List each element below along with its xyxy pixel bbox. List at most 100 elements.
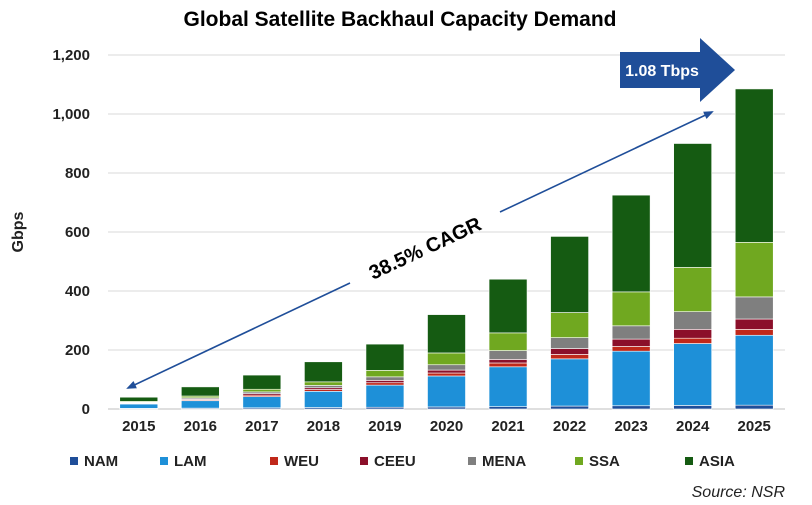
x-tick-label: 2016 bbox=[184, 418, 217, 435]
bar-segment-weu-2019 bbox=[365, 382, 405, 386]
bar-segment-lam-2020 bbox=[427, 375, 466, 408]
x-tick-label: 2021 bbox=[491, 418, 524, 435]
bar-segment-asia-2021 bbox=[488, 278, 528, 334]
legend-swatch bbox=[360, 457, 368, 465]
bar-segment-asia-2023 bbox=[611, 194, 651, 293]
legend-swatch bbox=[685, 457, 693, 465]
bar-segment-lam-2021 bbox=[488, 366, 528, 407]
cagr-arrow-line bbox=[499, 111, 714, 213]
bar-segment-ceeu-2020 bbox=[427, 369, 466, 374]
legend-item-ssa: SSA bbox=[575, 453, 620, 470]
bar-segment-asia-2018 bbox=[304, 361, 343, 383]
bar-segment-lam-2025 bbox=[734, 334, 774, 406]
bar-segment-mena-2025 bbox=[734, 296, 774, 320]
bar-segment-lam-2015 bbox=[119, 403, 159, 409]
bar-segment-mena-2020 bbox=[427, 364, 466, 371]
y-tick-label: 1,200 bbox=[52, 47, 90, 64]
legend-item-nam: NAM bbox=[70, 453, 118, 470]
bar-segment-ceeu-2019 bbox=[365, 380, 405, 384]
legend-label: CEEU bbox=[374, 453, 416, 470]
x-tick-label: 2015 bbox=[122, 418, 155, 435]
bar-segment-ssa-2025 bbox=[734, 242, 774, 298]
bar-segment-lam-2022 bbox=[550, 358, 589, 407]
bar-segment-nam-2025 bbox=[734, 404, 774, 410]
legend-label: NAM bbox=[84, 453, 118, 470]
x-tick-label: 2019 bbox=[368, 418, 401, 435]
callout-label: 1.08 Tbps bbox=[625, 63, 699, 80]
bar-segment-nam-2022 bbox=[550, 405, 589, 410]
bar-segment-ceeu-2024 bbox=[673, 329, 712, 339]
bar-segment-lam-2018 bbox=[304, 390, 343, 408]
legend-swatch bbox=[160, 457, 168, 465]
x-axis: 2015 2016 2017 2018 2019 2020 2021 2022 2023 2024… bbox=[122, 418, 771, 435]
legend-swatch bbox=[468, 457, 476, 465]
x-tick-label: 2023 bbox=[614, 418, 647, 435]
y-tick-label: 400 bbox=[65, 283, 90, 300]
bar-segment-lam-2016 bbox=[181, 400, 220, 409]
bar-segment-weu-2023 bbox=[611, 346, 651, 352]
bar-segment-ceeu-2023 bbox=[611, 338, 651, 347]
y-tick-label: 600 bbox=[65, 224, 90, 241]
bar-segment-mena-2023 bbox=[611, 325, 651, 340]
legend: NAM LAM WEU CEEU MENA SSA ASIA bbox=[70, 453, 735, 470]
legend-label: LAM bbox=[174, 453, 207, 470]
bar-segment-mena-2024 bbox=[673, 311, 712, 330]
gridlines bbox=[108, 54, 785, 351]
bar-segment-ssa-2019 bbox=[365, 370, 405, 378]
bar-segment-nam-2024 bbox=[673, 405, 712, 410]
bar-segment-asia-2016 bbox=[181, 386, 220, 397]
bar-segment-ssa-2023 bbox=[611, 291, 651, 327]
bar-segment-asia-2025 bbox=[734, 88, 774, 243]
y-tick-label: 800 bbox=[65, 165, 90, 182]
y-tick-label: 0 bbox=[82, 401, 90, 418]
x-tick-label: 2022 bbox=[553, 418, 586, 435]
bar-segment-asia-2017 bbox=[242, 374, 282, 390]
x-tick-label: 2020 bbox=[430, 418, 463, 435]
bar-segment-nam-2021 bbox=[488, 406, 528, 410]
source-note: Source: NSR bbox=[692, 484, 786, 501]
tbps-callout: 1.08 Tbps bbox=[620, 38, 735, 102]
bar-segment-ssa-2018 bbox=[304, 381, 343, 386]
bar-segment-mena-2018 bbox=[304, 385, 343, 389]
legend-item-lam: LAM bbox=[160, 453, 207, 470]
bar-segment-asia-2019 bbox=[365, 343, 405, 371]
cagr-arrow-line bbox=[126, 282, 351, 389]
bar-segment-asia-2024 bbox=[673, 143, 712, 268]
bar-segment-ceeu-2025 bbox=[734, 318, 774, 330]
y-tick-label: 200 bbox=[65, 342, 90, 359]
legend-item-ceeu: CEEU bbox=[360, 453, 416, 470]
legend-item-mena: MENA bbox=[468, 453, 526, 470]
bar-segment-lam-2017 bbox=[242, 396, 282, 409]
bar-segment-mena-2021 bbox=[488, 350, 528, 360]
bar-segment-asia-2020 bbox=[427, 314, 466, 354]
legend-item-weu: WEU bbox=[270, 453, 319, 470]
legend-swatch bbox=[575, 457, 583, 465]
bar-segment-weu-2025 bbox=[734, 329, 774, 336]
bar-segment-weu-2024 bbox=[673, 337, 712, 344]
x-tick-label: 2017 bbox=[245, 418, 278, 435]
bar-segment-ceeu-2021 bbox=[488, 359, 528, 364]
bar-segment-ssa-2017 bbox=[242, 388, 282, 393]
bar-segment-nam-2023 bbox=[611, 405, 651, 410]
bar-segment-ssa-2020 bbox=[427, 352, 466, 366]
bar-segment-ssa-2024 bbox=[673, 267, 712, 312]
bar-segment-weu-2020 bbox=[427, 372, 466, 377]
x-tick-label: 2024 bbox=[676, 418, 710, 435]
x-tick-label: 2018 bbox=[307, 418, 340, 435]
bar-segment-lam-2024 bbox=[673, 343, 712, 406]
bar-segment-lam-2019 bbox=[365, 384, 405, 408]
bar-segment-ssa-2021 bbox=[488, 332, 528, 351]
legend-swatch bbox=[270, 457, 278, 465]
legend-label: ASIA bbox=[699, 453, 735, 470]
bar-segment-ceeu-2022 bbox=[550, 348, 589, 355]
legend-label: WEU bbox=[284, 453, 319, 470]
legend-label: SSA bbox=[589, 453, 620, 470]
legend-swatch bbox=[70, 457, 78, 465]
legend-item-asia: ASIA bbox=[685, 453, 735, 470]
bar-segment-nam-2020 bbox=[427, 406, 466, 410]
bar-segment-ssa-2022 bbox=[550, 312, 589, 338]
bar-segment-lam-2023 bbox=[611, 350, 651, 407]
chart-title: Global Satellite Backhaul Capacity Deman… bbox=[184, 8, 617, 31]
y-tick-label: 1,000 bbox=[52, 106, 90, 123]
